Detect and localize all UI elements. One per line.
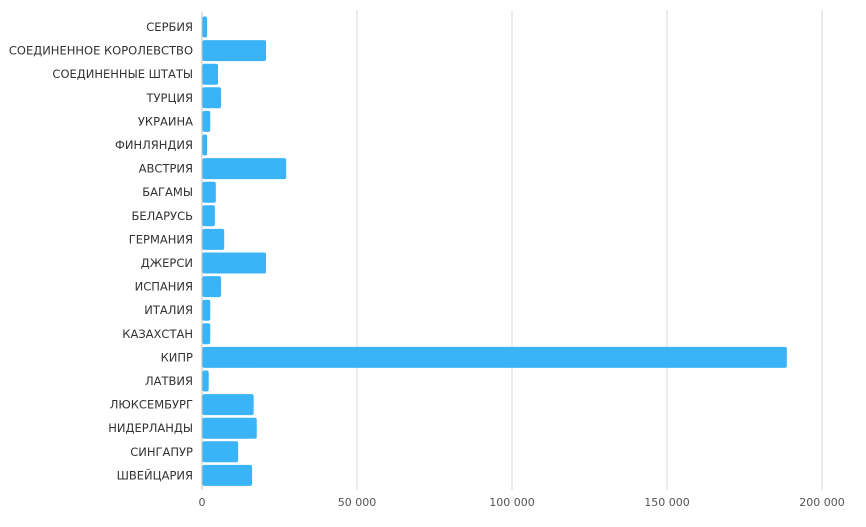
category-label-13: КАЗАХСТАН — [122, 327, 193, 341]
x-tick-labels: 0 50 000 100 000 150 000 200 000 — [199, 496, 845, 509]
category-label-3: ТУРЦИЯ — [146, 91, 194, 105]
grid — [356, 10, 823, 490]
category-label-2: СОЕДИНЕННЫЕ ШТАТЫ — [52, 67, 193, 81]
bar-19 — [202, 464, 253, 486]
bar-3 — [202, 87, 222, 109]
category-label-17: НИДЕРЛАНДЫ — [108, 421, 193, 435]
bar-11 — [202, 276, 222, 298]
category-label-1: СОЕДИНЕННОЕ КОРОЛЕВСТВО — [9, 44, 193, 58]
bar-10 — [202, 252, 267, 274]
category-label-12: ИТАЛИЯ — [144, 303, 193, 317]
category-label-7: БАГАМЫ — [142, 185, 193, 199]
x-tick-label-1: 50 000 — [338, 496, 377, 509]
category-label-11: ИСПАНИЯ — [135, 280, 193, 294]
bar-8 — [202, 205, 215, 227]
bar-9 — [202, 228, 225, 250]
bar-5 — [202, 134, 208, 156]
category-label-19: ШВЕЙЦАРИЯ — [117, 467, 193, 482]
category-label-9: ГЕРМАНИЯ — [129, 232, 193, 246]
bar-4 — [202, 110, 211, 132]
category-label-0: СЕРБИЯ — [146, 20, 193, 34]
bar-2 — [202, 63, 218, 85]
bars — [202, 16, 787, 486]
category-labels: СЕРБИЯ СОЕДИНЕННОЕ КОРОЛЕВСТВО СОЕДИНЕННЫЕ… — [9, 20, 193, 482]
x-tick-label-0: 0 — [199, 496, 206, 509]
category-label-10: ДЖЕРСИ — [141, 256, 193, 270]
category-label-5: ФИНЛЯНДИЯ — [115, 138, 193, 152]
category-label-14: КИПР — [161, 350, 193, 364]
x-tick-label-4: 200 000 — [799, 496, 845, 509]
bar-14 — [202, 346, 787, 368]
bar-18 — [202, 441, 239, 463]
bar-17 — [202, 417, 257, 439]
x-tick-label-2: 100 000 — [489, 496, 535, 509]
x-tick-label-3: 150 000 — [644, 496, 690, 509]
category-label-18: СИНГАПУР — [130, 445, 193, 459]
category-label-4: УКРАИНА — [138, 114, 193, 128]
bar-1 — [202, 40, 267, 62]
bar-7 — [202, 181, 216, 203]
bar-0 — [202, 16, 208, 38]
bar-12 — [202, 299, 211, 321]
bar-15 — [202, 370, 209, 392]
bar-13 — [202, 323, 211, 345]
bar-16 — [202, 394, 254, 416]
category-label-6: АВСТРИЯ — [139, 162, 193, 176]
category-label-8: БЕЛАРУСЬ — [131, 209, 193, 223]
category-label-16: ЛЮКСЕМБУРГ — [110, 398, 193, 412]
bar-6 — [202, 158, 287, 180]
category-label-15: ЛАТВИЯ — [145, 374, 193, 388]
